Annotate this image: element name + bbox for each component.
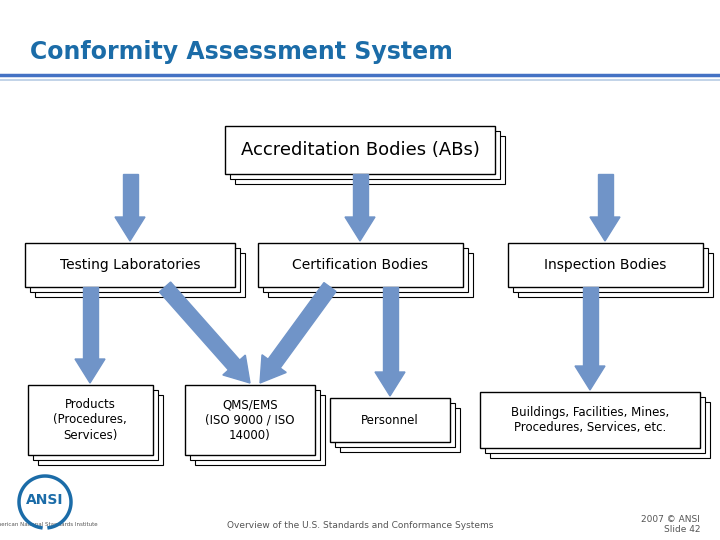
Text: Products
(Procedures,
Services): Products (Procedures, Services)	[53, 399, 127, 442]
Polygon shape	[268, 282, 336, 368]
Text: 2007 © ANSI: 2007 © ANSI	[641, 516, 700, 524]
Polygon shape	[345, 217, 375, 241]
FancyBboxPatch shape	[32, 390, 158, 460]
Polygon shape	[582, 287, 598, 366]
FancyBboxPatch shape	[190, 390, 320, 460]
Text: ANSI: ANSI	[26, 493, 64, 507]
FancyBboxPatch shape	[30, 248, 240, 292]
Text: Overview of the U.S. Standards and Conformance Systems: Overview of the U.S. Standards and Confo…	[227, 522, 493, 530]
Polygon shape	[353, 174, 367, 217]
Text: American National Standards Institute: American National Standards Institute	[0, 522, 98, 526]
FancyBboxPatch shape	[330, 398, 450, 442]
Polygon shape	[598, 174, 613, 217]
Polygon shape	[375, 372, 405, 396]
FancyBboxPatch shape	[513, 248, 708, 292]
FancyBboxPatch shape	[508, 243, 703, 287]
Text: Certification Bodies: Certification Bodies	[292, 258, 428, 272]
Polygon shape	[575, 366, 605, 390]
FancyBboxPatch shape	[35, 253, 245, 297]
FancyBboxPatch shape	[185, 385, 315, 455]
FancyBboxPatch shape	[27, 385, 153, 455]
Text: Testing Laboratories: Testing Laboratories	[60, 258, 200, 272]
Text: Slide 42: Slide 42	[664, 525, 700, 535]
FancyBboxPatch shape	[340, 408, 460, 452]
Text: Buildings, Facilities, Mines,
Procedures, Services, etc.: Buildings, Facilities, Mines, Procedures…	[511, 406, 669, 434]
FancyBboxPatch shape	[225, 126, 495, 174]
FancyBboxPatch shape	[195, 395, 325, 465]
Polygon shape	[122, 174, 138, 217]
Text: Inspection Bodies: Inspection Bodies	[544, 258, 666, 272]
Text: Conformity Assessment System: Conformity Assessment System	[30, 40, 453, 64]
FancyBboxPatch shape	[335, 403, 455, 447]
FancyBboxPatch shape	[37, 395, 163, 465]
Text: Accreditation Bodies (ABs): Accreditation Bodies (ABs)	[240, 141, 480, 159]
Text: Personnel: Personnel	[361, 414, 419, 427]
Polygon shape	[83, 287, 97, 359]
FancyBboxPatch shape	[235, 136, 505, 184]
FancyBboxPatch shape	[268, 253, 472, 297]
Polygon shape	[115, 217, 145, 241]
Polygon shape	[75, 359, 105, 383]
FancyBboxPatch shape	[485, 397, 705, 453]
Polygon shape	[159, 282, 240, 370]
FancyBboxPatch shape	[480, 392, 700, 448]
FancyBboxPatch shape	[518, 253, 713, 297]
Polygon shape	[382, 287, 397, 372]
FancyBboxPatch shape	[25, 243, 235, 287]
Text: QMS/EMS
(ISO 9000 / ISO
14000): QMS/EMS (ISO 9000 / ISO 14000)	[205, 399, 294, 442]
FancyBboxPatch shape	[490, 402, 710, 458]
Polygon shape	[590, 217, 620, 241]
Polygon shape	[223, 355, 250, 383]
Polygon shape	[260, 355, 287, 383]
FancyBboxPatch shape	[263, 248, 467, 292]
FancyBboxPatch shape	[258, 243, 462, 287]
FancyBboxPatch shape	[230, 131, 500, 179]
